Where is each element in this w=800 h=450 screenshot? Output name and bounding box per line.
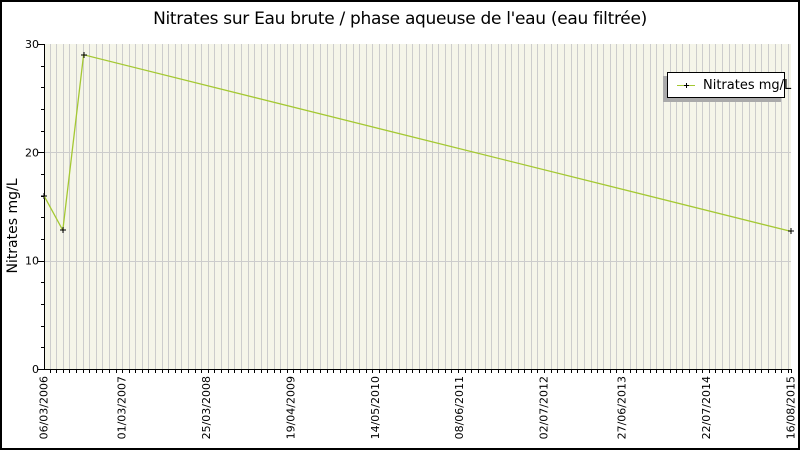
svg-text:06/03/2006: 06/03/2006 [38, 376, 51, 439]
svg-text:08/06/2011: 08/06/2011 [453, 376, 466, 439]
svg-text:02/07/2012: 02/07/2012 [538, 376, 551, 439]
svg-text:14/05/2010: 14/05/2010 [369, 376, 382, 439]
svg-text:19/04/2009: 19/04/2009 [284, 376, 297, 439]
legend-label: Nitrates mg/L [703, 77, 792, 93]
legend-plus-icon [686, 82, 687, 88]
legend: Nitrates mg/L [667, 72, 791, 98]
svg-text:10: 10 [25, 255, 39, 268]
svg-text:20: 20 [25, 146, 39, 159]
chart-title: Nitrates sur Eau brute / phase aqueuse d… [153, 9, 647, 29]
svg-text:16/08/2015: 16/08/2015 [785, 376, 798, 439]
svg-text:0: 0 [32, 363, 39, 376]
svg-text:25/03/2008: 25/03/2008 [200, 376, 213, 439]
svg-text:22/07/2014: 22/07/2014 [700, 376, 713, 439]
svg-text:27/06/2013: 27/06/2013 [616, 376, 629, 439]
svg-text:01/03/2007: 01/03/2007 [115, 376, 128, 439]
legend-series-marker-icon [677, 81, 695, 90]
svg-text:30: 30 [25, 38, 39, 51]
